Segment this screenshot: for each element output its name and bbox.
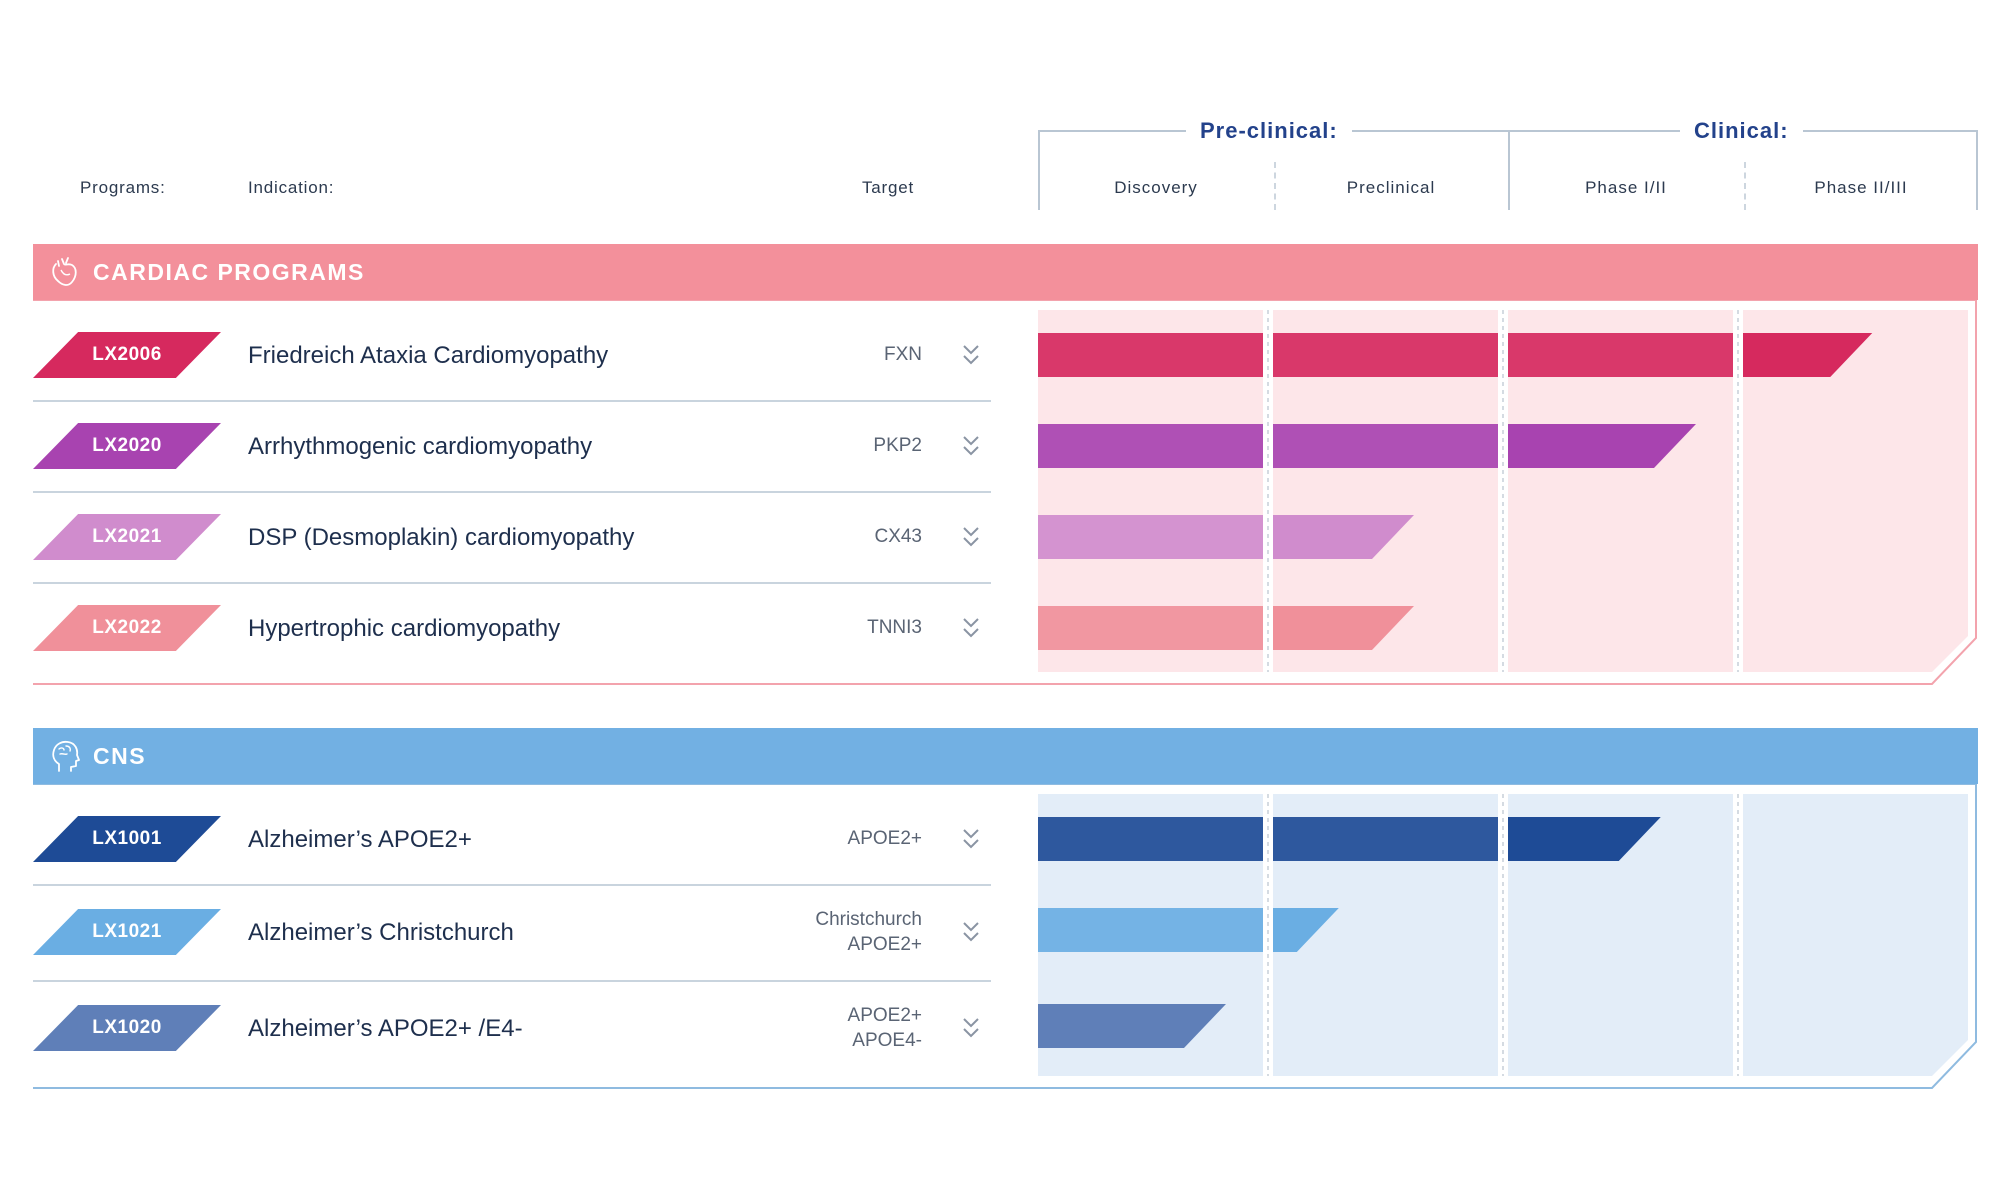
program-code: LX2022 — [92, 617, 162, 638]
row-divider — [33, 582, 991, 584]
program-tag: LX1021 — [33, 909, 221, 955]
chevron-down-icon[interactable] — [960, 826, 982, 852]
program-tag: LX2022 — [33, 605, 221, 651]
progress-bar — [1508, 424, 1696, 468]
chevron-down-icon[interactable] — [960, 615, 982, 641]
column-header-target: Target — [862, 178, 915, 197]
section-banner-cardiac: CARDIAC PROGRAMS — [33, 244, 1978, 300]
phase-label-phase-2-3: Phase II/III — [1814, 178, 1908, 197]
chevron-down-icon[interactable] — [960, 342, 982, 368]
heart-icon — [52, 257, 77, 286]
progress-bar — [1273, 817, 1498, 861]
progress-bar — [1508, 817, 1661, 861]
progress-bar — [1273, 333, 1498, 377]
program-code: LX2006 — [92, 344, 162, 365]
program-code: LX1021 — [92, 921, 162, 942]
stage-title-clinical: Clinical: — [1680, 118, 1803, 144]
section-outline — [33, 783, 1977, 1089]
stage-bracket-mid — [1508, 130, 1510, 210]
section-title: CNS — [93, 742, 147, 769]
program-code: LX1020 — [92, 1017, 162, 1038]
column-header-programs: Programs: — [80, 178, 166, 197]
row-divider — [33, 980, 991, 982]
brain-head-icon — [52, 740, 80, 772]
phase-label-preclinical: Preclinical — [1346, 178, 1436, 197]
progress-bar — [1038, 606, 1263, 650]
row-divider — [33, 884, 991, 886]
chevron-down-icon[interactable] — [960, 1015, 982, 1041]
phase-panel — [1743, 794, 1968, 1076]
progress-bar — [1038, 1004, 1226, 1048]
stage-title-preclinical: Pre-clinical: — [1186, 118, 1352, 144]
indication-text: Alzheimer’s Christchurch — [248, 919, 514, 946]
target-text: APOE2+ APOE4- — [847, 1005, 922, 1051]
row-divider — [33, 491, 991, 493]
program-tag: LX1020 — [33, 1005, 221, 1051]
progress-bar — [1038, 424, 1263, 468]
phase-divider — [1274, 162, 1276, 210]
progress-bar — [1273, 908, 1339, 952]
progress-bar — [1038, 908, 1263, 952]
indication-text: Hypertrophic cardiomyopathy — [248, 615, 561, 642]
section-title: CARDIAC PROGRAMS — [93, 258, 365, 285]
indication-text: Alzheimer’s APOE2+ /E4- — [248, 1015, 523, 1042]
program-code: LX1001 — [92, 828, 162, 849]
progress-bar — [1038, 817, 1263, 861]
progress-bar — [1273, 424, 1498, 468]
target-text: Christchurch APOE2+ — [815, 909, 922, 955]
stage-bracket-right — [1976, 130, 1978, 210]
column-header-indication: Indication: — [248, 178, 335, 197]
indication-text: Alzheimer’s APOE2+ — [248, 826, 472, 853]
phase-panel — [1743, 310, 1968, 672]
program-code: LX2021 — [92, 526, 162, 547]
target-text: APOE2+ — [847, 828, 922, 849]
progress-bar — [1038, 515, 1263, 559]
section-outline — [33, 299, 1977, 685]
row-divider — [33, 400, 991, 402]
target-text: CX43 — [874, 526, 922, 547]
phase-label-discovery: Discovery — [1114, 178, 1198, 197]
program-code: LX2020 — [92, 435, 162, 456]
program-tag: LX2020 — [33, 423, 221, 469]
program-tag: LX2006 — [33, 332, 221, 378]
progress-bar — [1508, 333, 1733, 377]
progress-bar — [1273, 515, 1414, 559]
target-text: FXN — [884, 344, 922, 365]
stage-bracket-left — [1038, 130, 1040, 210]
progress-bar — [1743, 333, 1873, 377]
progress-bar — [1273, 606, 1414, 650]
program-tag: LX1001 — [33, 816, 221, 862]
phase-label-phase-1-2: Phase I/II — [1585, 178, 1667, 197]
program-tag: LX2021 — [33, 514, 221, 560]
target-text: TNNI3 — [867, 617, 922, 638]
indication-text: Friedreich Ataxia Cardiomyopathy — [248, 342, 609, 369]
chevron-down-icon[interactable] — [960, 433, 982, 459]
progress-bar — [1038, 333, 1263, 377]
indication-text: Arrhythmogenic cardiomyopathy — [248, 433, 593, 460]
target-text: PKP2 — [873, 435, 922, 456]
section-banner-cns: CNS — [33, 728, 1978, 784]
indication-text: DSP (Desmoplakin) cardiomyopathy — [248, 524, 635, 551]
phase-divider — [1744, 162, 1746, 210]
chevron-down-icon[interactable] — [960, 919, 982, 945]
chevron-down-icon[interactable] — [960, 524, 982, 550]
